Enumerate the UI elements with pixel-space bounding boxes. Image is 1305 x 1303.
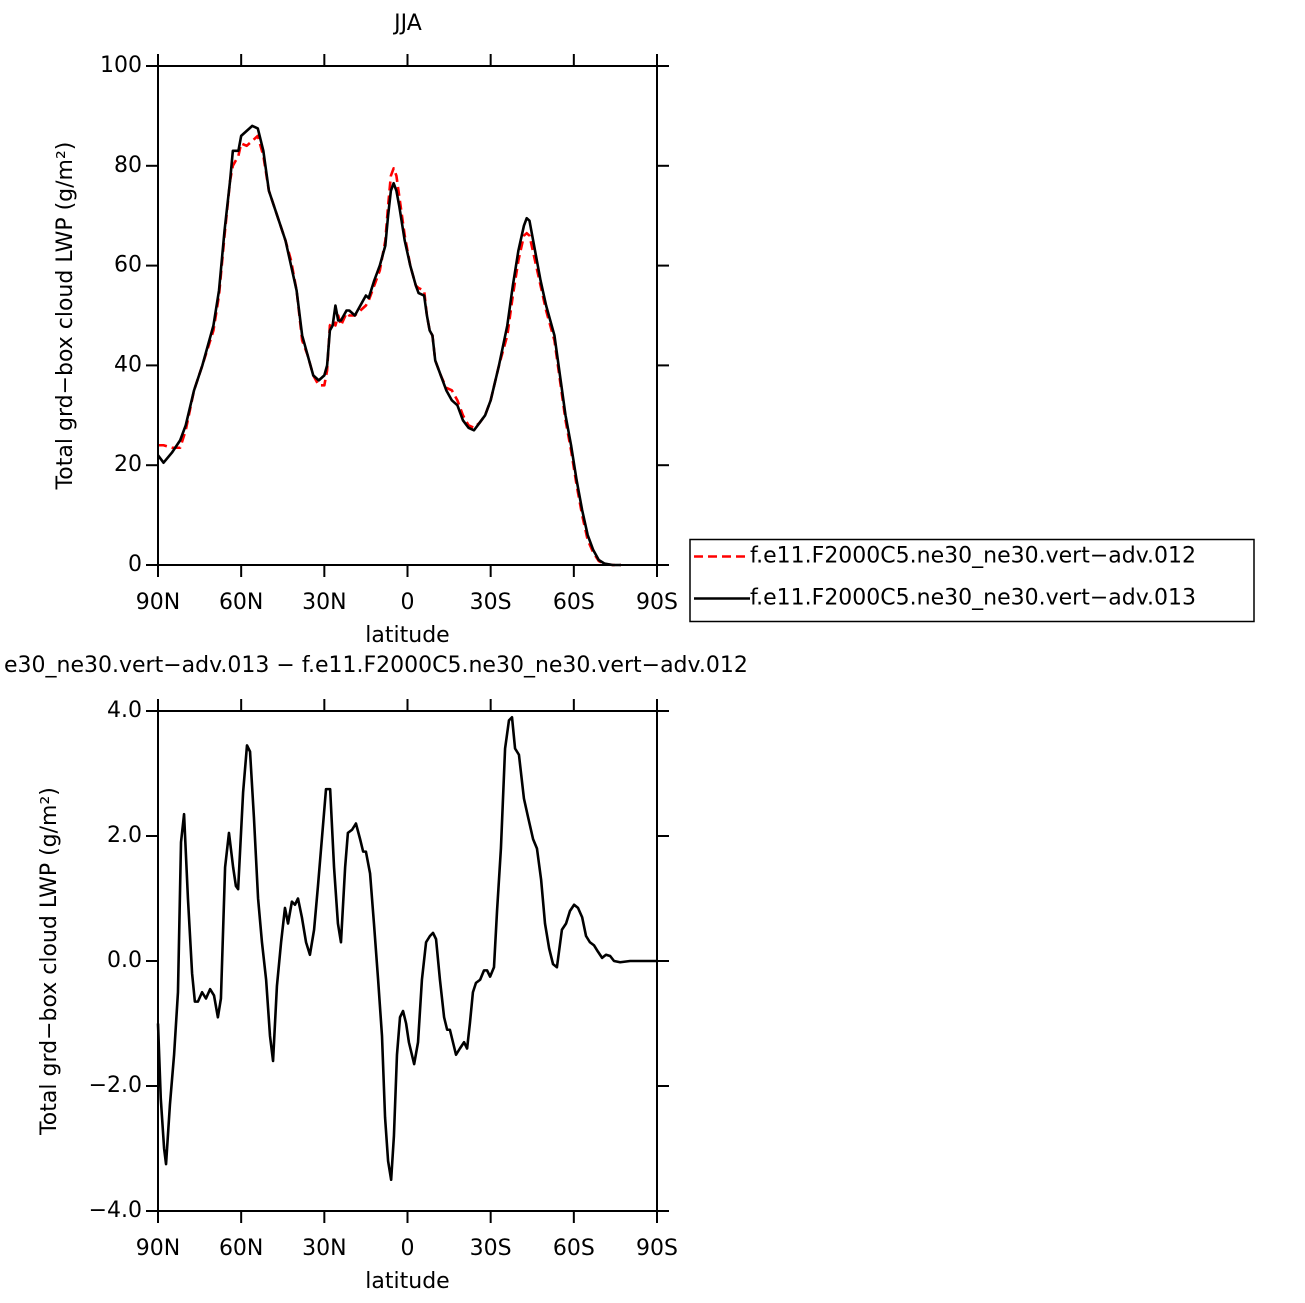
y-tick-label: 0.0 (107, 948, 142, 973)
x-tick-label: 90S (636, 590, 678, 615)
x-tick-label: 90S (636, 1236, 678, 1261)
x-tick-label: 0 (401, 1236, 415, 1261)
y-tick-label: 40 (114, 352, 142, 377)
x-tick-label: 60S (553, 590, 595, 615)
legend-label: f.e11.F2000C5.ne30_ne30.vert−adv.012 (750, 544, 1196, 569)
y-tick-label: 60 (114, 253, 142, 278)
chart-title: e30_ne30.vert−adv.013 − f.e11.F2000C5.ne… (4, 653, 748, 678)
y-tick-label: 20 (114, 452, 142, 477)
x-axis-label: latitude (365, 623, 449, 648)
legend-box (689, 538, 1255, 623)
legend-label: f.e11.F2000C5.ne30_ne30.vert−adv.013 (750, 586, 1196, 611)
x-tick-label: 60N (219, 1236, 263, 1261)
x-tick-label: 90N (136, 590, 180, 615)
data-line (158, 134, 621, 567)
x-tick-label: 30N (302, 590, 346, 615)
chart-title: JJA (392, 11, 422, 36)
y-tick-label: −4.0 (89, 1198, 142, 1223)
plot-frame (157, 710, 658, 1212)
x-tick-label: 30S (470, 1236, 512, 1261)
y-tick-label: 2.0 (107, 823, 142, 848)
y-tick-label: 80 (114, 153, 142, 178)
data-line (156, 124, 621, 567)
y-axis-label: Total grd−box cloud LWP (g/m²) (37, 787, 62, 1136)
x-tick-label: 0 (401, 590, 415, 615)
data-line (156, 715, 657, 1182)
y-tick-label: −2.0 (89, 1073, 142, 1098)
x-tick-label: 90N (136, 1236, 180, 1261)
x-tick-label: 60S (553, 1236, 595, 1261)
x-tick-label: 30N (302, 1236, 346, 1261)
y-tick-label: 100 (100, 53, 142, 78)
x-tick-label: 30S (470, 590, 512, 615)
x-tick-label: 60N (219, 590, 263, 615)
x-axis-label: latitude (365, 1269, 449, 1294)
plot-frame (157, 65, 658, 566)
y-axis-label: Total grd−box cloud LWP (g/m²) (53, 142, 78, 491)
y-tick-label: 0 (128, 552, 142, 577)
y-tick-label: 4.0 (107, 698, 142, 723)
